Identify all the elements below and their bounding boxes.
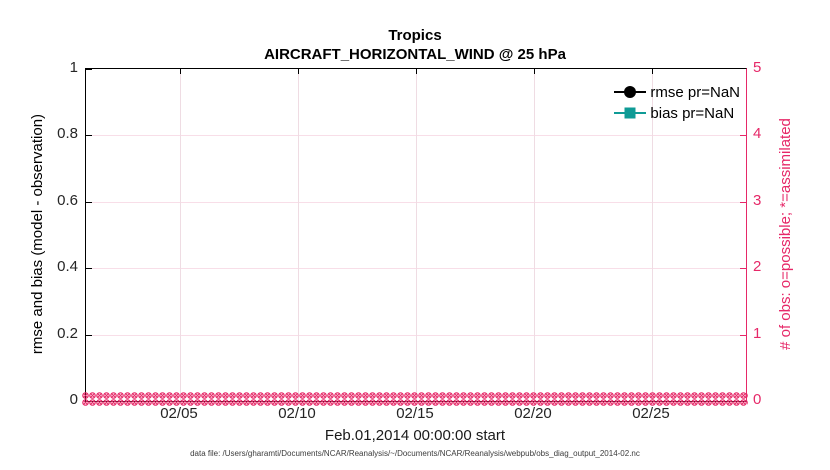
tick-mark xyxy=(86,69,92,70)
x-tick-label: 02/15 xyxy=(396,405,434,422)
x-tick-label: 02/20 xyxy=(514,405,552,422)
legend-item-rmse: rmse pr=NaN xyxy=(614,82,740,102)
y-left-tick-label: 0.4 xyxy=(57,258,78,275)
tick-mark xyxy=(740,335,746,336)
tick-mark xyxy=(740,202,746,203)
y-right-tick-label: 1 xyxy=(753,325,762,342)
tick-mark xyxy=(740,135,746,136)
y-left-tick-label: 0.8 xyxy=(57,125,78,142)
y-right-tick-label: 0 xyxy=(753,391,762,408)
tick-mark xyxy=(86,268,92,269)
gridline-vertical xyxy=(534,69,535,401)
tick-mark xyxy=(86,135,92,136)
y-right-tick-label: 3 xyxy=(753,192,762,209)
rmse-circle-marker-icon xyxy=(624,86,637,98)
gridline-vertical xyxy=(652,69,653,401)
data-file-caption: data file: /Users/gharamti/Documents/NCA… xyxy=(190,449,640,458)
legend-item-bias: bias pr=NaN xyxy=(614,103,740,123)
y-left-tick-label: 0.2 xyxy=(57,325,78,342)
y-right-tick-label: 2 xyxy=(753,258,762,275)
gridline-vertical xyxy=(416,69,417,401)
y-right-tick-label: 4 xyxy=(753,125,762,142)
y-axis-label-left: rmse and bias (model - observation) xyxy=(29,113,46,355)
y-left-tick-label: 0 xyxy=(69,391,78,408)
tick-mark xyxy=(416,69,417,74)
chart-subtitle: AIRCRAFT_HORIZONTAL_WIND @ 25 hPa xyxy=(264,46,566,63)
legend: rmse pr=NaN bias pr=NaN xyxy=(614,82,740,123)
tick-mark xyxy=(652,69,653,74)
x-tick-label: 02/05 xyxy=(160,405,198,422)
legend-label: rmse pr=NaN xyxy=(650,83,740,101)
y-left-tick-label: 0.6 xyxy=(57,192,78,209)
legend-line-sample xyxy=(614,107,647,119)
tick-mark xyxy=(740,268,746,269)
tick-mark xyxy=(86,335,92,336)
gridline-vertical xyxy=(180,69,181,401)
tick-mark xyxy=(180,69,181,74)
y-left-tick-label: 1 xyxy=(69,59,78,76)
tick-mark xyxy=(534,69,535,74)
tick-mark xyxy=(86,202,92,203)
legend-label: bias pr=NaN xyxy=(650,104,735,122)
legend-line-sample xyxy=(614,86,647,98)
y-axis-label-right: # of obs: o=possible; *=assimilated xyxy=(777,118,794,350)
y-right-tick-label: 5 xyxy=(753,59,762,76)
x-tick-label: 02/10 xyxy=(278,405,316,422)
chart-title: Tropics xyxy=(388,27,442,44)
x-tick-label: 02/25 xyxy=(632,405,670,422)
obs-count-markers-band xyxy=(82,392,748,406)
tick-mark xyxy=(298,69,299,74)
bias-square-marker-icon xyxy=(624,107,636,119)
gridline-vertical xyxy=(298,69,299,401)
x-axis-label: Feb.01,2014 00:00:00 start xyxy=(324,427,506,444)
